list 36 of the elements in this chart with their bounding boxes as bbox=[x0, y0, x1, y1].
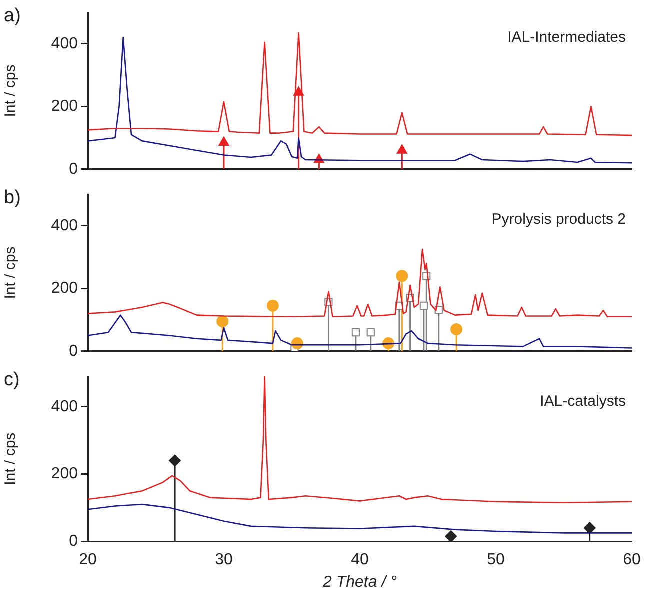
y-tick-label: 200 bbox=[51, 280, 78, 298]
text: IAL-Intermediates bbox=[508, 29, 626, 46]
x-tick-label: 40 bbox=[351, 552, 369, 569]
y-tick-label: 0 bbox=[69, 342, 78, 360]
y-tick-label: 200 bbox=[51, 98, 78, 116]
y-axis-title: Int / cps bbox=[2, 64, 20, 118]
point bbox=[366, 328, 375, 337]
y-tick-label: 0 bbox=[69, 533, 78, 550]
y-tick-label: 0 bbox=[69, 160, 78, 178]
point bbox=[450, 323, 463, 336]
y-tick-label: 400 bbox=[51, 217, 78, 234]
point bbox=[352, 328, 360, 337]
text: IAL-catalysts bbox=[540, 393, 626, 410]
x-tick-label: 20 bbox=[79, 552, 97, 569]
x-tick-label: 60 bbox=[623, 552, 641, 569]
point bbox=[420, 302, 428, 310]
point bbox=[218, 136, 230, 146]
point bbox=[266, 300, 279, 312]
text: Pyrolysis products 2 bbox=[492, 211, 626, 228]
text: b) bbox=[4, 187, 21, 208]
x-tick-label: 50 bbox=[487, 552, 505, 569]
text: c) bbox=[4, 369, 20, 390]
point bbox=[584, 522, 596, 534]
y-axis-title: Int / cps bbox=[2, 246, 20, 300]
y-axis-title: Int / cps bbox=[2, 432, 20, 486]
y-tick-label: 400 bbox=[51, 35, 78, 52]
x-axis-title: 2 Theta / ° bbox=[322, 574, 398, 591]
point bbox=[216, 316, 229, 328]
point bbox=[445, 530, 458, 542]
y-tick-label: 400 bbox=[51, 398, 78, 416]
text: a) bbox=[4, 5, 21, 26]
point bbox=[396, 270, 408, 282]
x-tick-label: 30 bbox=[215, 552, 233, 569]
y-tick-label: 200 bbox=[51, 466, 78, 483]
point bbox=[169, 454, 182, 467]
point bbox=[396, 144, 408, 154]
